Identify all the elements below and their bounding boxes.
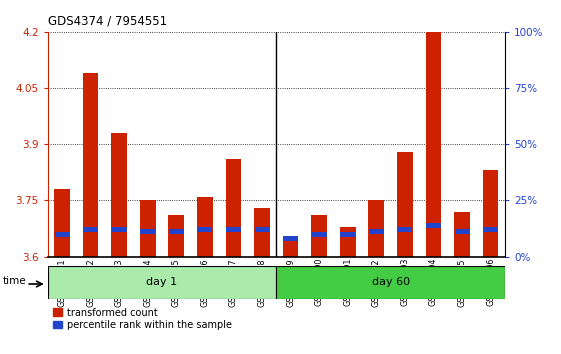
Bar <box>426 32 442 257</box>
Bar <box>111 133 127 257</box>
Bar <box>369 229 384 234</box>
Bar <box>168 216 184 257</box>
Legend: transformed count, percentile rank within the sample: transformed count, percentile rank withi… <box>53 308 232 330</box>
Bar <box>312 232 327 236</box>
Bar <box>340 227 356 257</box>
Text: day 60: day 60 <box>371 277 410 287</box>
Bar <box>197 197 213 257</box>
Bar <box>283 236 298 241</box>
Bar <box>112 227 127 232</box>
Bar <box>483 227 498 232</box>
Bar <box>140 229 155 234</box>
Bar <box>48 266 276 299</box>
Text: GDS4374 / 7954551: GDS4374 / 7954551 <box>48 14 167 27</box>
Bar <box>82 73 98 257</box>
Bar <box>254 208 270 257</box>
Bar <box>276 266 505 299</box>
Bar <box>341 232 355 236</box>
Bar <box>226 227 241 232</box>
Bar <box>54 232 70 236</box>
Bar <box>197 227 212 232</box>
Bar <box>454 212 470 257</box>
Bar <box>426 223 441 228</box>
Text: time: time <box>3 276 26 286</box>
Bar <box>83 227 98 232</box>
Bar <box>454 229 470 234</box>
Bar <box>397 227 412 232</box>
Bar <box>54 189 70 257</box>
Bar <box>169 229 184 234</box>
Bar <box>397 152 413 257</box>
Text: day 1: day 1 <box>146 277 177 287</box>
Bar <box>255 227 269 232</box>
Bar <box>311 216 327 257</box>
Bar <box>140 200 155 257</box>
Bar <box>226 159 241 257</box>
Bar <box>283 238 298 257</box>
Bar <box>483 171 499 257</box>
Bar <box>369 200 384 257</box>
